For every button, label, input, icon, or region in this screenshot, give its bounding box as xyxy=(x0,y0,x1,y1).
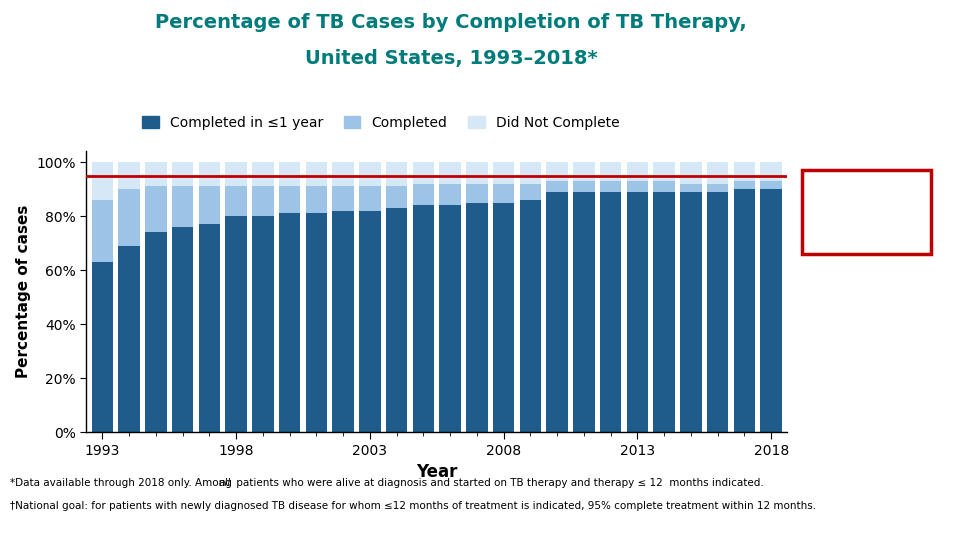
Bar xyxy=(413,162,434,184)
Y-axis label: Percentage of cases: Percentage of cases xyxy=(16,205,31,379)
Bar xyxy=(172,162,193,186)
Bar xyxy=(305,186,327,213)
Bar xyxy=(467,184,488,202)
Bar xyxy=(600,181,621,192)
Bar xyxy=(199,224,220,432)
Bar xyxy=(92,262,113,432)
Bar xyxy=(305,213,327,432)
Bar xyxy=(172,227,193,432)
Bar xyxy=(760,162,781,181)
Bar xyxy=(519,200,541,432)
Bar xyxy=(92,200,113,262)
Bar xyxy=(519,184,541,200)
Bar xyxy=(226,216,247,432)
Bar xyxy=(145,232,167,432)
Bar xyxy=(654,162,675,181)
Bar xyxy=(733,189,756,432)
Bar xyxy=(627,162,648,181)
Bar xyxy=(226,162,247,186)
Bar xyxy=(413,184,434,205)
Text: Percentage of TB Cases by Completion of TB Therapy,: Percentage of TB Cases by Completion of … xyxy=(156,14,747,32)
Bar xyxy=(118,189,140,246)
Bar xyxy=(493,184,515,202)
Bar xyxy=(707,184,729,192)
X-axis label: Year: Year xyxy=(416,463,458,481)
Bar xyxy=(681,192,702,432)
Bar xyxy=(199,186,220,224)
Text: United States, 1993–2018*: United States, 1993–2018* xyxy=(305,49,597,68)
Bar xyxy=(654,181,675,192)
Bar xyxy=(733,162,756,181)
Bar xyxy=(172,186,193,227)
Bar xyxy=(467,162,488,184)
Bar xyxy=(627,192,648,432)
Bar xyxy=(199,162,220,186)
Bar xyxy=(760,181,781,189)
Bar xyxy=(493,162,515,184)
Bar xyxy=(440,205,461,432)
Bar xyxy=(252,186,274,216)
Text: all: all xyxy=(218,478,230,488)
Text: National: National xyxy=(833,181,900,195)
Bar xyxy=(546,181,568,192)
Text: †National goal: for patients with newly diagnosed TB disease for whom ≤12 months: †National goal: for patients with newly … xyxy=(10,501,816,511)
Text: *Data available through 2018 only. Among: *Data available through 2018 only. Among xyxy=(10,478,235,488)
Text: 95%: 95% xyxy=(848,228,885,243)
Bar xyxy=(332,186,354,211)
Bar xyxy=(332,211,354,432)
Bar xyxy=(226,186,247,216)
Bar xyxy=(546,162,568,181)
Bar xyxy=(359,186,380,211)
Bar xyxy=(707,162,729,184)
Bar xyxy=(573,192,594,432)
Bar xyxy=(760,189,781,432)
Bar xyxy=(118,162,140,189)
Bar xyxy=(279,186,300,213)
Bar xyxy=(493,202,515,432)
Bar xyxy=(386,162,407,186)
Bar xyxy=(305,162,327,186)
Bar xyxy=(92,162,113,200)
Legend: Completed in ≤1 year, Completed, Did Not Complete: Completed in ≤1 year, Completed, Did Not… xyxy=(136,110,625,136)
Bar xyxy=(413,205,434,432)
Bar xyxy=(467,202,488,432)
Bar xyxy=(707,192,729,432)
Bar xyxy=(681,184,702,192)
Bar xyxy=(118,246,140,432)
Bar xyxy=(145,186,167,232)
Bar xyxy=(627,181,648,192)
Bar xyxy=(145,162,167,186)
Bar xyxy=(573,181,594,192)
Bar xyxy=(733,181,756,189)
Bar xyxy=(332,162,354,186)
Bar xyxy=(279,162,300,186)
Bar xyxy=(279,213,300,432)
Bar xyxy=(252,162,274,186)
Text: patients who were alive at diagnosis and started on TB therapy and therapy ≤ 12 : patients who were alive at diagnosis and… xyxy=(233,478,764,488)
Bar xyxy=(440,184,461,205)
Bar xyxy=(359,162,380,186)
Bar xyxy=(359,211,380,432)
Bar xyxy=(681,162,702,184)
Bar xyxy=(600,192,621,432)
Bar xyxy=(654,192,675,432)
Bar xyxy=(386,208,407,432)
Bar xyxy=(252,216,274,432)
Bar xyxy=(519,162,541,184)
Bar xyxy=(440,162,461,184)
Bar xyxy=(600,162,621,181)
FancyBboxPatch shape xyxy=(802,170,931,254)
Bar xyxy=(386,186,407,208)
Bar xyxy=(573,162,594,181)
Bar xyxy=(546,192,568,432)
Text: Goal†:: Goal†: xyxy=(843,203,890,217)
